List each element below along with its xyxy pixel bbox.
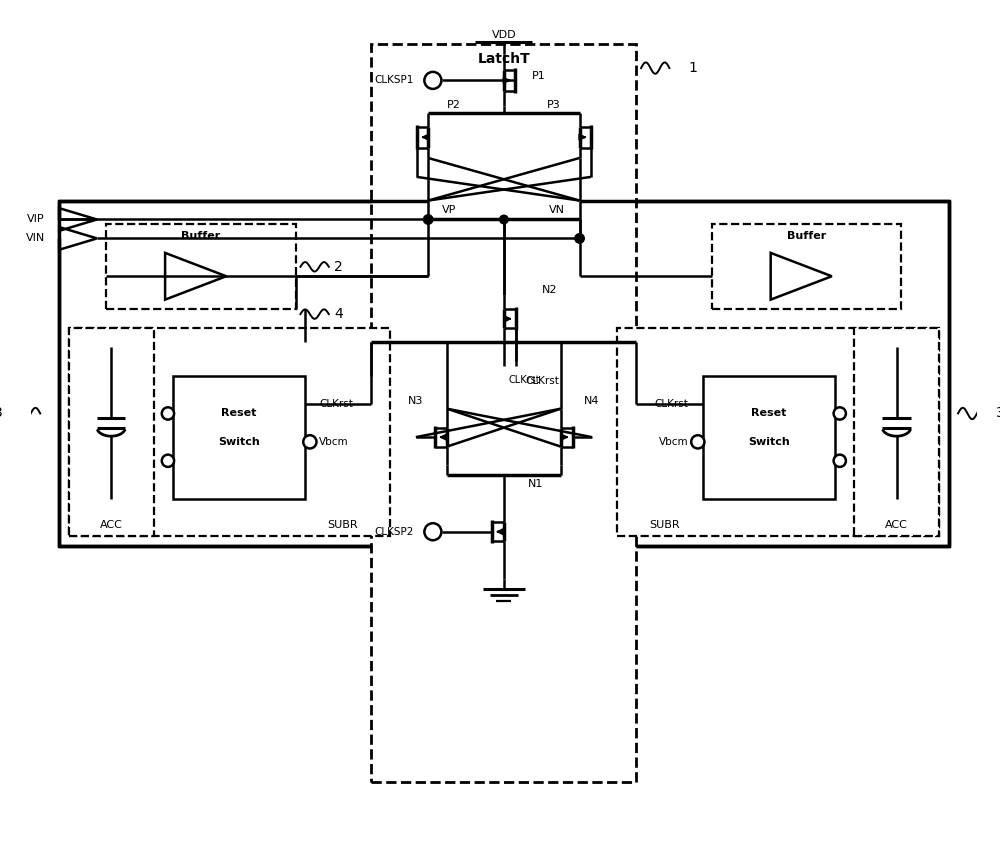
- Text: CLKSP1: CLKSP1: [375, 75, 414, 85]
- Bar: [854, 328, 939, 536]
- Text: N2: N2: [542, 286, 557, 295]
- Text: CLKrst: CLKrst: [509, 375, 540, 385]
- Text: Switch: Switch: [218, 437, 260, 447]
- Text: CLKrst: CLKrst: [319, 399, 353, 409]
- Bar: [712, 224, 901, 309]
- Circle shape: [424, 72, 441, 89]
- Bar: [173, 376, 305, 498]
- Text: LatchT: LatchT: [477, 51, 530, 66]
- Text: Vbcm: Vbcm: [659, 437, 688, 447]
- Text: 1: 1: [689, 61, 698, 75]
- Text: CLKrst: CLKrst: [654, 399, 688, 409]
- Text: VN: VN: [549, 205, 565, 215]
- Circle shape: [500, 215, 508, 223]
- Text: Buffer: Buffer: [787, 231, 826, 240]
- Text: VIN: VIN: [26, 234, 45, 244]
- Text: P1: P1: [532, 71, 546, 81]
- Text: VDD: VDD: [492, 30, 516, 40]
- Text: N3: N3: [408, 396, 423, 406]
- Text: Switch: Switch: [748, 437, 790, 447]
- Text: 4: 4: [334, 307, 343, 321]
- Text: SUBR: SUBR: [328, 520, 358, 530]
- Circle shape: [834, 454, 846, 467]
- Text: CLKrst: CLKrst: [526, 376, 559, 385]
- Text: Reset: Reset: [221, 409, 257, 418]
- Text: 3: 3: [996, 406, 1000, 421]
- Text: 3: 3: [0, 406, 2, 421]
- Text: VIP: VIP: [27, 214, 45, 224]
- Circle shape: [575, 234, 584, 243]
- Circle shape: [303, 435, 316, 448]
- Text: SUBR: SUBR: [649, 520, 680, 530]
- Circle shape: [162, 454, 174, 467]
- Text: 2: 2: [334, 260, 343, 274]
- Text: N4: N4: [584, 396, 600, 406]
- Bar: [617, 328, 939, 536]
- Text: P3: P3: [547, 100, 561, 110]
- Text: Vbcm: Vbcm: [319, 437, 349, 447]
- Circle shape: [691, 435, 704, 448]
- Text: N1: N1: [528, 480, 543, 490]
- Bar: [59, 201, 949, 546]
- Bar: [69, 328, 390, 536]
- Bar: [703, 376, 835, 498]
- Text: Buffer: Buffer: [181, 231, 221, 240]
- Text: ACC: ACC: [100, 520, 123, 530]
- Text: VP: VP: [442, 205, 457, 215]
- Text: CLKSP2: CLKSP2: [375, 527, 414, 537]
- Bar: [106, 224, 296, 309]
- Bar: [69, 328, 154, 536]
- Text: ACC: ACC: [885, 520, 908, 530]
- Text: P2: P2: [447, 100, 461, 110]
- Circle shape: [423, 215, 433, 224]
- Text: Reset: Reset: [751, 409, 786, 418]
- Circle shape: [162, 407, 174, 420]
- Bar: [371, 45, 636, 782]
- Circle shape: [834, 407, 846, 420]
- Circle shape: [424, 524, 441, 540]
